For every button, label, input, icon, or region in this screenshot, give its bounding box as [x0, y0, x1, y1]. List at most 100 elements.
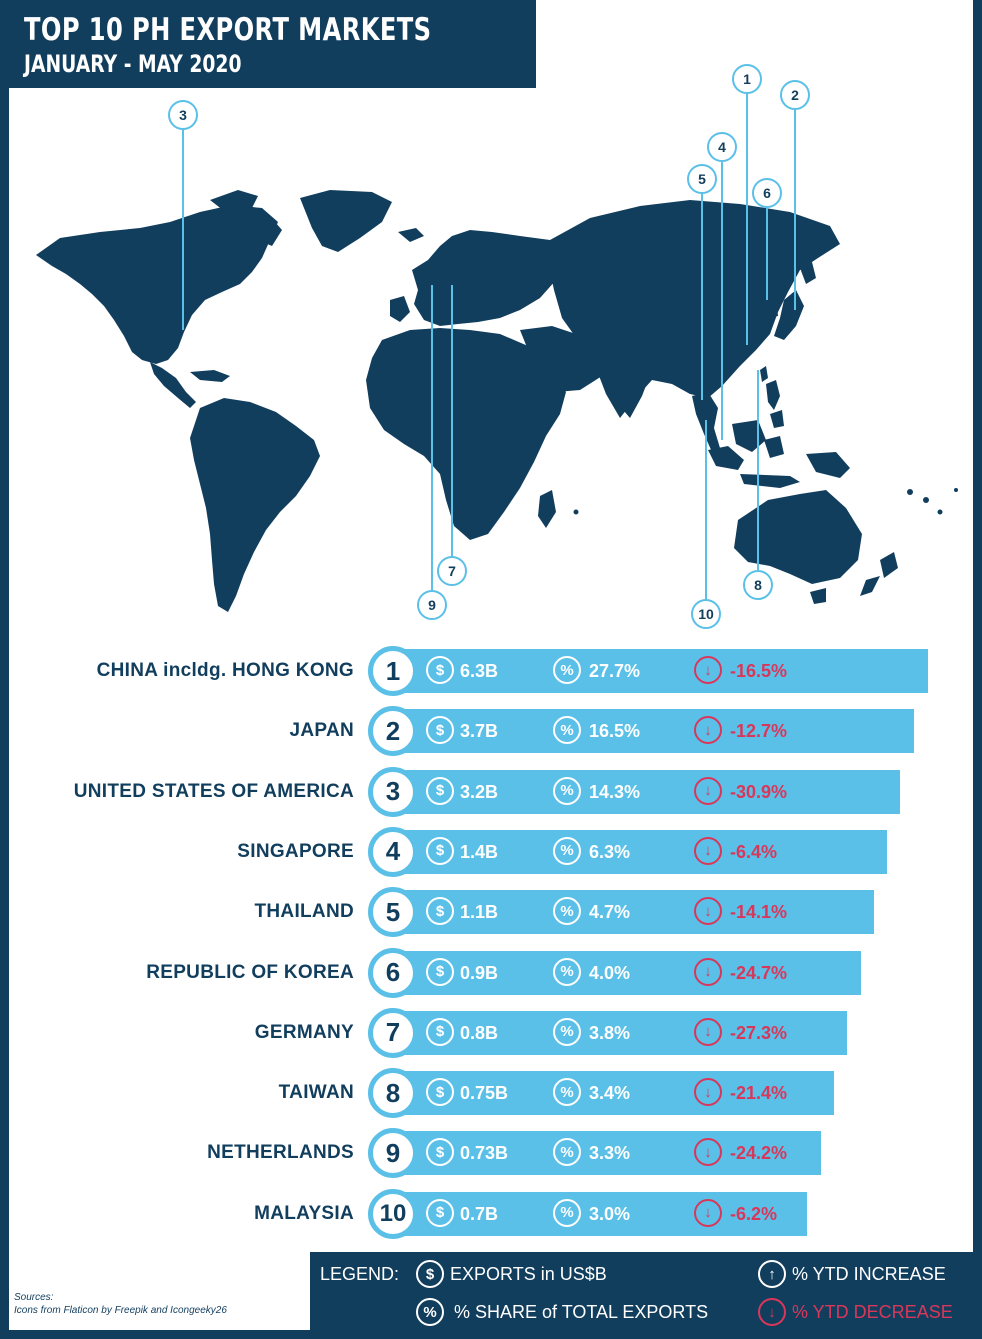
ytd-change-value: -24.7% — [730, 962, 788, 983]
map-marker-4: 4 — [707, 132, 737, 162]
share-value: 6.3% — [589, 841, 631, 862]
percent-icon: % — [553, 1198, 581, 1227]
australia-shape — [734, 490, 862, 584]
percent-icon: % — [553, 716, 581, 745]
rank-badge: 10 — [368, 1188, 418, 1239]
rank-badge: 3 — [368, 766, 418, 817]
country-name: SINGAPORE — [237, 840, 354, 862]
map-marker-1: 1 — [732, 64, 762, 94]
export-bar — [390, 890, 874, 935]
table-row: GERMANY 7 $0.8B% 3.8% ↓ -27.3% — [0, 1007, 982, 1058]
philippines-shape — [766, 380, 780, 410]
percent-icon: % — [553, 1078, 581, 1107]
percent-icon: % — [553, 897, 581, 926]
table-row: THAILAND 5 $1.1B% 4.7% ↓ -14.1% — [0, 887, 982, 938]
exports-value: 0.9B — [460, 962, 499, 983]
legend-label: LEGEND: — [320, 1264, 400, 1284]
ytd-change-value: -14.1% — [730, 902, 788, 923]
export-bar — [390, 709, 914, 754]
percent-icon: % — [553, 836, 581, 865]
map-marker-9: 9 — [417, 590, 447, 620]
map-marker-8: 8 — [743, 570, 773, 600]
country-name: THAILAND — [254, 901, 354, 923]
north-america-shape — [36, 205, 278, 364]
arrow-down-icon: ↓ — [758, 1298, 786, 1326]
map-marker-3: 3 — [168, 100, 198, 130]
rank-badge: 2 — [368, 706, 418, 757]
share-value: 14.3% — [589, 781, 641, 802]
arrow-down-icon: ↓ — [694, 1198, 722, 1227]
dollar-icon: $ — [426, 957, 454, 986]
export-bar — [390, 1191, 807, 1236]
country-name: MALAYSIA — [254, 1202, 354, 1224]
dollar-icon: $ — [426, 1017, 454, 1046]
export-bar — [390, 829, 887, 874]
map-marker-5: 5 — [687, 164, 717, 194]
sources-label: Sources: — [14, 1292, 54, 1303]
share-value: 27.7% — [589, 661, 641, 681]
europe-shape — [412, 230, 560, 326]
map-marker-2: 2 — [780, 80, 810, 110]
page-subtitle: JANUARY - MAY 2020 — [24, 50, 242, 78]
percent-icon: % — [553, 957, 581, 986]
export-bar — [390, 1010, 847, 1055]
legend-share: % SHARE of TOTAL EXPORTS — [454, 1302, 709, 1322]
greenland-shape — [300, 190, 392, 252]
legend-exports: EXPORTS in US$B — [450, 1264, 607, 1284]
exports-value: 1.4B — [460, 841, 499, 862]
country-name: UNITED STATES OF AMERICA — [73, 780, 354, 802]
arrow-down-icon: ↓ — [694, 1138, 722, 1167]
country-name: NETHERLANDS — [207, 1142, 354, 1164]
exports-value: 0.8B — [460, 1022, 499, 1043]
share-value: 4.7% — [589, 902, 631, 923]
share-value: 3.3% — [589, 1143, 631, 1164]
legend: LEGEND: $ EXPORTS in US$B ↑ % YTD INCREA… — [310, 1252, 982, 1339]
ytd-change-value: -6.2% — [730, 1203, 778, 1224]
dollar-icon: $ — [426, 1078, 454, 1107]
rank-badge: 9 — [368, 1128, 418, 1179]
ytd-change-value: -12.7% — [730, 721, 788, 742]
arrow-down-icon: ↓ — [694, 776, 722, 805]
rank-badge: 1 — [368, 646, 418, 696]
table-row: MALAYSIA 10 $0.7B% 3.0% ↓ -6.2% — [0, 1188, 982, 1239]
share-value: 3.0% — [589, 1203, 631, 1224]
exports-value: 6.3B — [460, 661, 499, 681]
percent-icon: % — [553, 1017, 581, 1046]
exports-value: 0.75B — [460, 1083, 509, 1104]
south-america-shape — [190, 398, 320, 612]
share-value: 16.5% — [589, 721, 641, 742]
table-row: REPUBLIC OF KOREA 6 $0.9B% 4.0% ↓ -24.7% — [0, 947, 982, 998]
export-bar — [390, 1071, 834, 1116]
legend-decrease: % YTD DECREASE — [792, 1302, 953, 1322]
ytd-change-value: -24.2% — [730, 1143, 788, 1164]
percent-icon: % — [553, 776, 581, 805]
export-bar — [390, 769, 900, 814]
table-row: CHINA incldg. HONG KONG 1 $6.3B% 27.7% ↓ -16.… — [0, 646, 982, 696]
sources-note: Sources: Icons from Flaticon by Freepik … — [14, 1291, 227, 1317]
page-title: TOP 10 PH EXPORT MARKETS — [24, 12, 432, 48]
country-name: TAIWAN — [278, 1082, 354, 1104]
table-row: JAPAN 2 $3.7B% 16.5% ↓ -12.7% — [0, 706, 982, 757]
table-row: TAIWAN 8 $0.75B% 3.4% ↓ -21.4% — [0, 1068, 982, 1119]
rank-badge: 7 — [368, 1007, 418, 1058]
percent-icon: % — [553, 656, 581, 684]
dollar-icon: $ — [426, 776, 454, 805]
share-value: 4.0% — [589, 962, 631, 983]
arrow-down-icon: ↓ — [694, 957, 722, 986]
table-row: UNITED STATES OF AMERICA 3 $3.2B% 14.3% ↓ -30… — [0, 766, 982, 817]
rank-badge: 8 — [368, 1068, 418, 1119]
dollar-icon: $ — [426, 1198, 454, 1227]
percent-icon: % — [416, 1298, 444, 1326]
ytd-change-value: -6.4% — [730, 841, 778, 862]
arrow-down-icon: ↓ — [694, 897, 722, 926]
dollar-icon: $ — [426, 836, 454, 865]
japan-shape — [774, 290, 804, 340]
arrow-down-icon: ↓ — [694, 836, 722, 865]
dollar-icon: $ — [426, 1138, 454, 1167]
exports-value: 0.73B — [460, 1143, 509, 1164]
country-name: REPUBLIC OF KOREA — [146, 961, 354, 983]
dollar-icon: $ — [426, 897, 454, 926]
country-name: CHINA incldg. HONG KONG — [96, 660, 354, 681]
export-bar — [390, 950, 861, 995]
exports-value: 3.2B — [460, 781, 499, 802]
